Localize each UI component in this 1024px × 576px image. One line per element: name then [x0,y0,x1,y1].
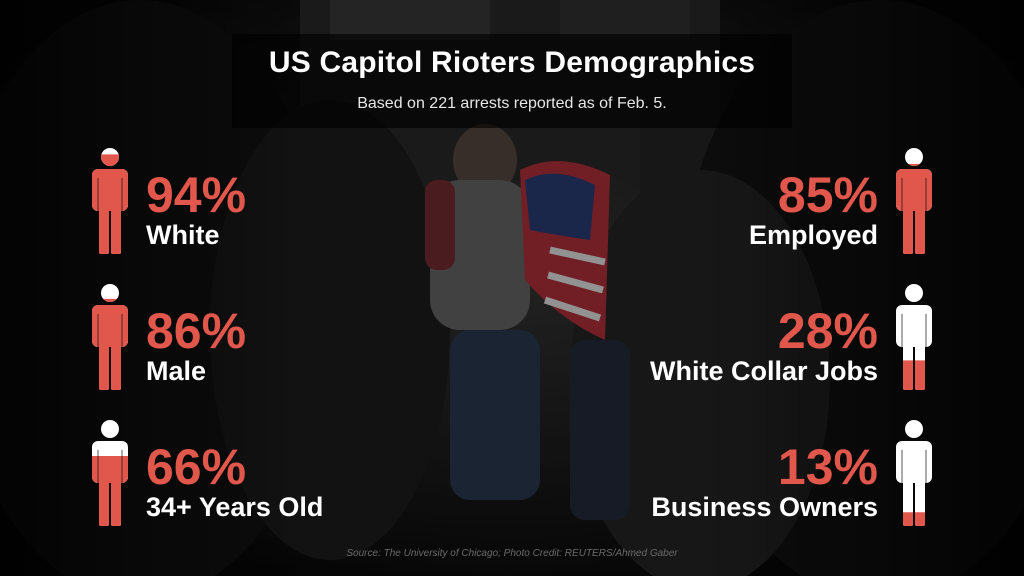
stat-male: 86% Male [146,306,246,386]
stat-business-percent: 13% [777,439,878,495]
stat-white: 94% White [146,170,246,250]
chart-title: US Capitol Rioters Demographics [268,46,756,79]
stat-age34: 66% 34+ Years Old [146,442,323,522]
stat-employed: 85% Employed [749,170,878,250]
person-icon [92,420,128,526]
person-icon [896,148,932,254]
person-icon-fill [896,163,932,254]
stat-male-label: Male [146,356,207,386]
stat-male-percent: 86% [146,303,247,359]
chart-subtitle: Based on 221 arrests reported as of Feb.… [357,95,667,112]
person-icon-fill [903,360,925,390]
source-credit: Source: The University of Chicago; Photo… [346,548,678,559]
stat-age34-percent: 66% [146,439,247,495]
person-icon-empty [896,284,932,390]
person-icon [92,148,128,254]
person-icon-fill [903,512,925,526]
stat-white-label: White [146,220,220,250]
stat-age34-label: 34+ Years Old [146,492,324,522]
stat-white-percent: 94% [146,167,247,223]
stat-whitecollar-label: White Collar Jobs [649,356,878,386]
person-icon [896,420,932,526]
stat-business: 13% Business Owners [651,442,878,522]
stat-employed-percent: 85% [777,167,878,223]
person-icon-fill [92,298,128,390]
person-icon-fill [92,154,128,254]
title-backdrop [232,34,792,128]
person-icon [896,284,932,390]
person-icon-empty [896,420,932,526]
stat-whitecollar-percent: 28% [777,303,878,359]
person-icon [92,284,128,390]
stat-business-label: Business Owners [651,492,878,522]
stat-employed-label: Employed [748,220,878,250]
person-icon-fill [92,456,128,526]
stat-whitecollar: 28% White Collar Jobs [650,306,878,386]
